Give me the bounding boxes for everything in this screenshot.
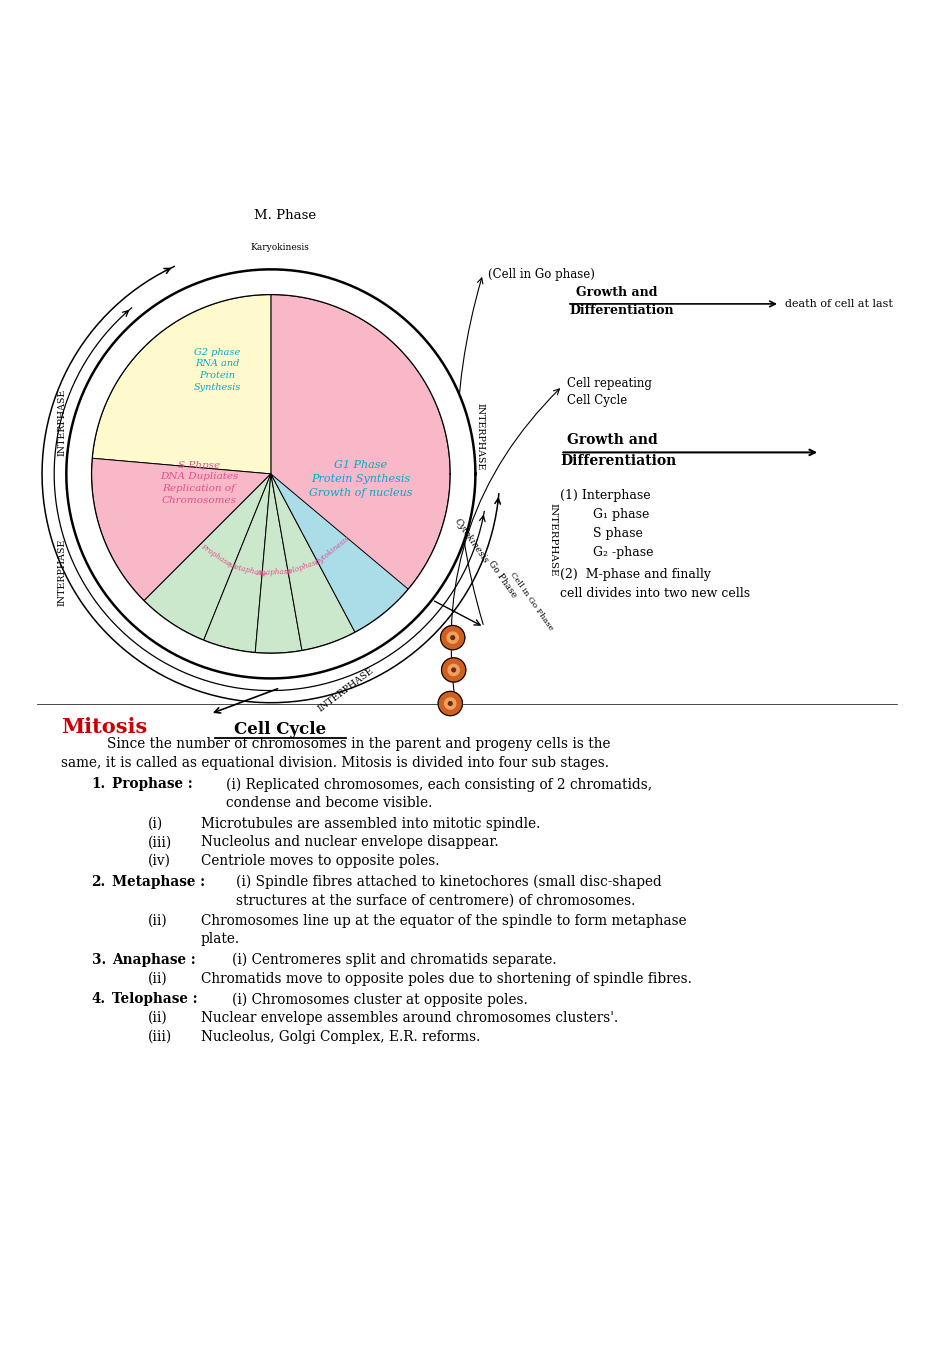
Text: Anaphase: Anaphase bbox=[256, 568, 292, 577]
Text: INTERPHASE: INTERPHASE bbox=[57, 538, 66, 606]
Text: (i) Centromeres split and chromatids separate.: (i) Centromeres split and chromatids sep… bbox=[232, 953, 557, 967]
Polygon shape bbox=[66, 270, 475, 679]
Text: (i) Replicated chromosomes, each consisting of 2 chromatids,: (i) Replicated chromosomes, each consist… bbox=[226, 778, 652, 791]
Text: G₁ phase: G₁ phase bbox=[593, 508, 649, 522]
Text: Growth and: Growth and bbox=[567, 434, 658, 447]
Text: G1 Phase
Protein Synthesis
Growth of nucleus: G1 Phase Protein Synthesis Growth of nuc… bbox=[309, 459, 412, 497]
Text: S Phpse
DNA Dupliates
Replication of
Chromosomes: S Phpse DNA Dupliates Replication of Chr… bbox=[160, 461, 238, 505]
Text: G₂ -phase: G₂ -phase bbox=[593, 546, 654, 558]
Text: Since the number of chromosomes in the parent and progeny cells is the: Since the number of chromosomes in the p… bbox=[107, 737, 611, 751]
Text: Cell Cycle: Cell Cycle bbox=[234, 721, 326, 738]
Text: Cell Cycle: Cell Cycle bbox=[567, 393, 628, 406]
Text: INTERPHASE: INTERPHASE bbox=[475, 402, 485, 470]
Circle shape bbox=[438, 691, 462, 715]
Text: 2.: 2. bbox=[92, 874, 106, 889]
Text: Cell in Go Phase: Cell in Go Phase bbox=[509, 570, 555, 633]
Text: 3.: 3. bbox=[92, 953, 106, 967]
Text: plate.: plate. bbox=[201, 932, 240, 947]
Polygon shape bbox=[144, 474, 271, 640]
Polygon shape bbox=[255, 474, 302, 653]
Text: same, it is called as equational division. Mitosis is divided into four sub stag: same, it is called as equational divisio… bbox=[61, 756, 609, 770]
Text: INTERPHASE: INTERPHASE bbox=[57, 389, 66, 457]
Circle shape bbox=[441, 626, 465, 650]
Text: (iv): (iv) bbox=[148, 854, 171, 869]
Text: Go Phase: Go Phase bbox=[487, 560, 518, 599]
Text: (2)  M-phase and finally: (2) M-phase and finally bbox=[560, 568, 712, 581]
Text: Differentiation: Differentiation bbox=[560, 454, 676, 467]
Text: Differentiation: Differentiation bbox=[570, 304, 674, 317]
Polygon shape bbox=[92, 458, 271, 600]
Polygon shape bbox=[271, 474, 408, 633]
Text: condense and become visible.: condense and become visible. bbox=[226, 797, 432, 810]
Text: Telophase: Telophase bbox=[284, 557, 322, 577]
Text: Telophase :: Telophase : bbox=[112, 992, 198, 1007]
Text: Chromosomes line up at the equator of the spindle to form metaphase: Chromosomes line up at the equator of th… bbox=[201, 913, 686, 928]
Text: Cytokinesis: Cytokinesis bbox=[314, 534, 352, 566]
Text: (Cell in Go phase): (Cell in Go phase) bbox=[488, 267, 594, 280]
Text: Cytokinesis: Cytokinesis bbox=[453, 516, 490, 565]
Text: 1.: 1. bbox=[92, 778, 106, 791]
Text: (ii): (ii) bbox=[148, 972, 167, 985]
Polygon shape bbox=[271, 294, 450, 653]
Text: INTERPHASE: INTERPHASE bbox=[548, 503, 558, 576]
Text: Anaphase :: Anaphase : bbox=[112, 953, 196, 967]
Polygon shape bbox=[271, 474, 355, 650]
Text: INTERPHASE: INTERPHASE bbox=[316, 665, 375, 714]
Text: M. Phase: M. Phase bbox=[254, 209, 316, 222]
Circle shape bbox=[448, 702, 452, 706]
Text: G2 phase
RNA and
Protein
Synthesis: G2 phase RNA and Protein Synthesis bbox=[193, 348, 241, 392]
Text: death of cell at last: death of cell at last bbox=[785, 299, 892, 309]
Text: Microtubules are assembled into mitotic spindle.: Microtubules are assembled into mitotic … bbox=[201, 817, 540, 831]
Text: Mitosis: Mitosis bbox=[61, 717, 147, 737]
Text: (iii): (iii) bbox=[148, 1030, 172, 1043]
Text: Metaphase :: Metaphase : bbox=[112, 874, 205, 889]
Text: 4.: 4. bbox=[92, 992, 106, 1007]
Text: Nucleolus and nuclear envelope disappear.: Nucleolus and nuclear envelope disappear… bbox=[201, 835, 499, 850]
Circle shape bbox=[445, 698, 456, 709]
Circle shape bbox=[442, 657, 466, 682]
Text: Nucleolus, Golgi Complex, E.R. reforms.: Nucleolus, Golgi Complex, E.R. reforms. bbox=[201, 1030, 480, 1043]
Text: (1) Interphase: (1) Interphase bbox=[560, 489, 651, 501]
Text: Chromatids move to opposite poles due to shortening of spindle fibres.: Chromatids move to opposite poles due to… bbox=[201, 972, 692, 985]
Text: (i): (i) bbox=[148, 817, 163, 831]
Circle shape bbox=[448, 664, 460, 676]
Text: S phase: S phase bbox=[593, 527, 643, 541]
Text: (iii): (iii) bbox=[148, 835, 172, 850]
Text: Growth and: Growth and bbox=[576, 286, 658, 299]
Text: structures at the surface of centromere) of chromosomes.: structures at the surface of centromere)… bbox=[236, 893, 636, 908]
Polygon shape bbox=[92, 294, 271, 474]
Text: (ii): (ii) bbox=[148, 913, 167, 928]
Text: Prophase: Prophase bbox=[199, 543, 233, 569]
Text: (ii): (ii) bbox=[148, 1011, 167, 1024]
Text: Nuclear envelope assembles around chromosomes clusters'.: Nuclear envelope assembles around chromo… bbox=[201, 1011, 618, 1024]
Text: Metaphase: Metaphase bbox=[226, 561, 268, 579]
Text: Prophase :: Prophase : bbox=[112, 778, 192, 791]
Circle shape bbox=[451, 635, 455, 640]
Circle shape bbox=[447, 631, 459, 644]
Circle shape bbox=[452, 668, 456, 672]
Text: Centriole moves to opposite poles.: Centriole moves to opposite poles. bbox=[201, 854, 439, 869]
Polygon shape bbox=[204, 474, 271, 653]
Text: cell divides into two new cells: cell divides into two new cells bbox=[560, 587, 751, 600]
Text: (i) Spindle fibres attached to kinetochores (small disc-shaped: (i) Spindle fibres attached to kinetocho… bbox=[236, 874, 662, 889]
Text: (i) Chromosomes cluster at opposite poles.: (i) Chromosomes cluster at opposite pole… bbox=[232, 992, 528, 1007]
Text: Karyokinesis: Karyokinesis bbox=[250, 244, 310, 252]
Text: Cell repeating: Cell repeating bbox=[567, 377, 652, 390]
